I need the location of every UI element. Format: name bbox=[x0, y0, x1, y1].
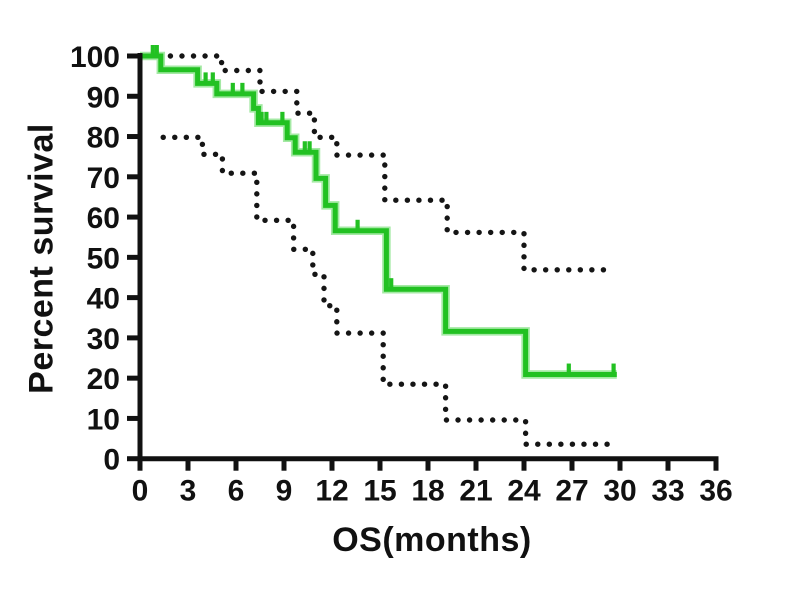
y-tick-label: 90 bbox=[87, 81, 120, 114]
survival-estimate-curve bbox=[140, 53, 617, 377]
x-tick-label: 9 bbox=[276, 475, 293, 508]
y-tick-label: 100 bbox=[70, 41, 120, 74]
survival-estimate-halo bbox=[140, 51, 617, 379]
y-tick-label: 0 bbox=[103, 444, 120, 477]
x-tick-label: 3 bbox=[180, 475, 197, 508]
x-tick-label: 18 bbox=[411, 475, 444, 508]
y-tick-label: 20 bbox=[87, 363, 120, 396]
y-tick-label: 80 bbox=[87, 122, 120, 155]
x-tick-label: 36 bbox=[699, 475, 732, 508]
x-axis-title: OS(months) bbox=[332, 521, 532, 559]
x-tick-label: 12 bbox=[315, 475, 348, 508]
x-tick-label: 21 bbox=[459, 475, 492, 508]
x-tick-label: 0 bbox=[132, 475, 149, 508]
x-tick-label: 24 bbox=[507, 475, 541, 508]
x-tick-label: 27 bbox=[555, 475, 588, 508]
ci-upper-bound-curve bbox=[167, 53, 615, 273]
y-tick-label: 30 bbox=[87, 323, 120, 356]
x-tick-label: 30 bbox=[603, 475, 636, 508]
y-tick-label: 70 bbox=[87, 162, 120, 195]
x-tick-label: 15 bbox=[363, 475, 396, 508]
y-axis-title: Percent survival bbox=[22, 123, 61, 394]
x-tick-label: 6 bbox=[228, 475, 245, 508]
y-tick-label: 10 bbox=[87, 403, 120, 436]
y-tick-label: 50 bbox=[87, 242, 120, 275]
y-tick-label: 60 bbox=[87, 202, 120, 235]
x-tick-label: 33 bbox=[651, 475, 684, 508]
y-tick-label: 40 bbox=[87, 283, 120, 316]
